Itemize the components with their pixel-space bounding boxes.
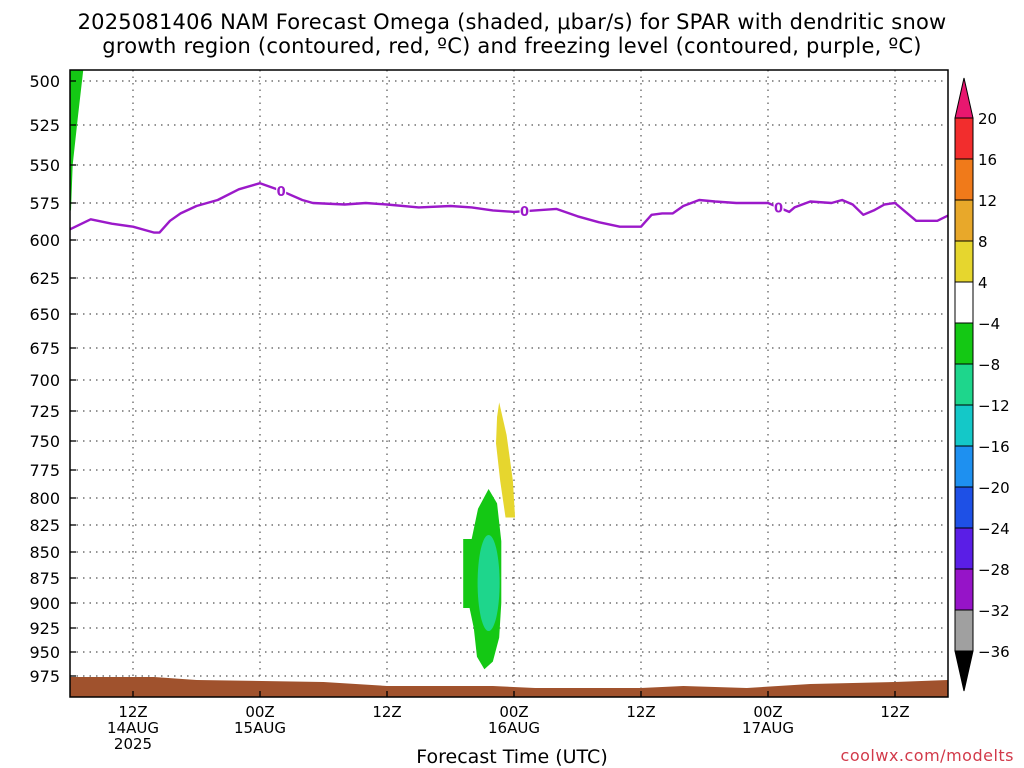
- y-tick-label: 600: [29, 231, 60, 250]
- credit-link[interactable]: coolwx.com/modelts: [840, 746, 1014, 765]
- y-tick-label: 800: [29, 489, 60, 508]
- freezing-level-label-bg: [276, 182, 287, 197]
- colorbar-label: −20: [978, 479, 1010, 497]
- x-tick-label: 12Z: [118, 703, 147, 721]
- colorbar-segment: [954, 240, 974, 283]
- colorbar-segment: [954, 158, 974, 201]
- colorbar-label: −36: [978, 643, 1010, 661]
- x-tick-label: 00Z: [753, 703, 782, 721]
- colorbar-label: 12: [978, 192, 997, 210]
- y-tick-label: 525: [29, 116, 60, 135]
- chart-title-line1: 2025081406 NAM Forecast Omega (shaded, μ…: [77, 10, 947, 34]
- colorbar: 20 16 12 8 4 −4 −8 −12 −16 −20 −24 −28 −32 −36: [954, 77, 1010, 692]
- colorbar-label: −32: [978, 602, 1010, 620]
- y-tick-label: 900: [29, 594, 60, 613]
- colorbar-label: −8: [978, 356, 1000, 374]
- ground-surface: [70, 677, 948, 697]
- colorbar-label: 8: [978, 233, 988, 251]
- x-tick-label: 17AUG: [742, 719, 794, 737]
- x-tick-label: 12Z: [626, 703, 655, 721]
- colorbar-segment: [954, 609, 974, 652]
- y-tick-label: 650: [29, 305, 60, 324]
- freezing-level-label-bg: [519, 203, 530, 218]
- colorbar-segment: [954, 199, 974, 242]
- y-tick-label: 500: [29, 72, 60, 91]
- x-tick-label: 14AUG: [107, 719, 159, 737]
- x-tick-label: 12Z: [880, 703, 909, 721]
- colorbar-label: −16: [978, 438, 1010, 456]
- y-tick-label: 875: [29, 569, 60, 588]
- plot-frame: [69, 69, 949, 698]
- y-tick-label: 625: [29, 269, 60, 288]
- colorbar-segment: [954, 322, 974, 365]
- colorbar-label: −24: [978, 520, 1010, 538]
- freezing-level-line: [70, 182, 948, 234]
- colorbar-bottom-arrow: [954, 650, 974, 692]
- freezing-level-label: 0: [520, 205, 529, 220]
- y-tick-label: 825: [29, 516, 60, 535]
- y-tick-label: 775: [29, 461, 60, 480]
- y-tick-label: 950: [29, 643, 60, 662]
- colorbar-segment: [954, 486, 974, 529]
- omega-region-negative-edge: [70, 70, 84, 211]
- colorbar-segment: [954, 445, 974, 488]
- freezing-level-label: 0: [277, 185, 286, 200]
- y-tick-label: 750: [29, 432, 60, 451]
- x-tick-label: 15AUG: [234, 719, 286, 737]
- colorbar-label: 4: [978, 274, 988, 292]
- colorbar-label: 20: [978, 110, 997, 128]
- x-tick-label: 12Z: [372, 703, 401, 721]
- x-tick-label: 00Z: [499, 703, 528, 721]
- colorbar-segment: [954, 568, 974, 611]
- y-tick-label: 725: [29, 402, 60, 421]
- plot-clip-group: 0 0 0: [70, 70, 948, 697]
- y-tick-label: 575: [29, 194, 60, 213]
- omega-region-negative-moderate: [477, 535, 500, 631]
- y-tick-label: 850: [29, 543, 60, 562]
- colorbar-top-arrow: [954, 77, 974, 119]
- freezing-level-label: 0: [774, 201, 783, 216]
- y-tick-label: 700: [29, 371, 60, 390]
- x-tick-label: 16AUG: [488, 719, 540, 737]
- colorbar-segment: [954, 281, 974, 324]
- colorbar-label: −28: [978, 561, 1010, 579]
- y-tick-label: 550: [29, 156, 60, 175]
- freezing-level-label-bg: [773, 199, 784, 214]
- x-axis-title: Forecast Time (UTC): [416, 746, 608, 768]
- colorbar-label: −4: [978, 315, 1000, 333]
- plot-area: 0 0 0 500 525 550 575 600 625 650 675 700 725 750 775 8…: [29, 69, 949, 753]
- x-tick-label: 2025: [114, 735, 152, 753]
- colorbar-segment: [954, 363, 974, 406]
- colorbar-segment: [954, 404, 974, 447]
- colorbar-segment: [954, 117, 974, 160]
- x-tick-label: 00Z: [245, 703, 274, 721]
- y-tick-label: 675: [29, 339, 60, 358]
- colorbar-segment: [954, 527, 974, 570]
- colorbar-label: −12: [978, 397, 1010, 415]
- colorbar-label: 16: [978, 151, 997, 169]
- omega-region-positive: [496, 402, 516, 518]
- chart-title-line2: growth region (contoured, red, ºC) and f…: [102, 34, 922, 58]
- y-tick-label: 925: [29, 619, 60, 638]
- y-tick-label: 975: [29, 667, 60, 686]
